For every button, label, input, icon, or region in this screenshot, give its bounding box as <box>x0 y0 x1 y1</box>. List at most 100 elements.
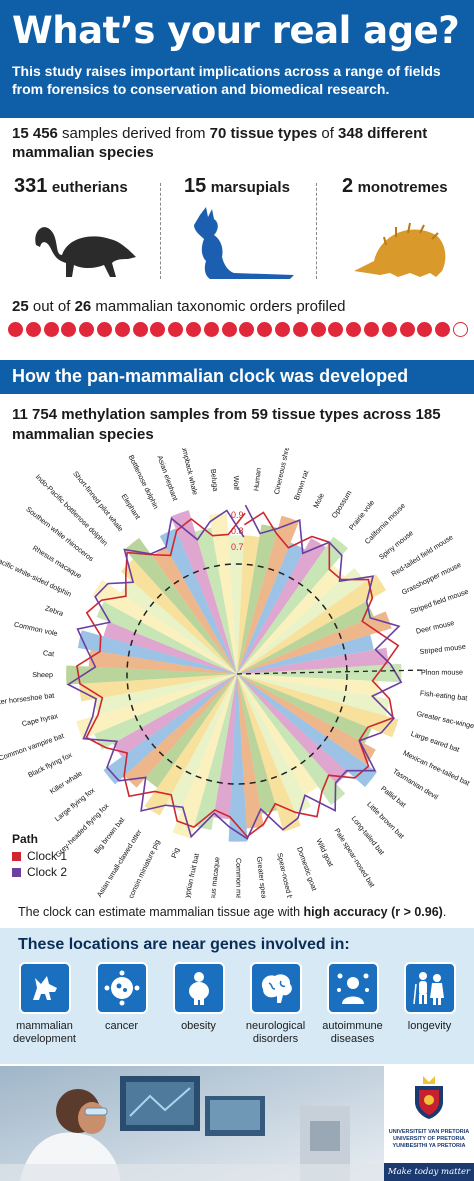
order-dot-profiled <box>43 322 59 337</box>
order-dot-profiled <box>346 322 362 337</box>
species-wedge <box>237 574 387 674</box>
species-wedge <box>209 513 237 674</box>
gene-involvement-panel: These locations are near genes involved … <box>0 928 474 1064</box>
species-wedge <box>237 634 374 674</box>
order-dot-profiled <box>96 322 112 337</box>
accuracy-value: high accuracy (r > 0.96) <box>303 905 443 919</box>
order-dot-profiled <box>239 322 255 337</box>
species-label: Greater sac-winged bat <box>416 709 474 734</box>
species-label: Striped mouse <box>419 642 466 656</box>
orders-summary: 25 out of 26 mammalian taxonomic orders … <box>12 298 346 315</box>
group-count: 15 <box>184 175 207 197</box>
order-dot-profiled <box>25 322 41 337</box>
order-dot-profiled <box>8 322 23 337</box>
order-dot-profiled <box>257 322 273 337</box>
hero-banner: What’s your real age? This study raises … <box>0 0 474 118</box>
species-label: Beluga <box>209 468 221 491</box>
page-subtitle: This study raises important implications… <box>12 63 441 97</box>
university-name-line: UNIVERSITEIT VAN PRETORIA <box>388 1129 470 1135</box>
gene-label: cancer <box>104 1020 139 1032</box>
orders-total: 26 <box>74 298 92 315</box>
species-label: Opossum <box>330 489 354 520</box>
species-label: Wild goat <box>314 837 335 868</box>
gene-item: obesity <box>160 962 237 1046</box>
species-label: Domestic goat <box>295 846 319 892</box>
species-wedge <box>237 538 326 674</box>
species-wedge <box>237 674 372 744</box>
university-name-line: YUNIBESITHI YA PRETORIA <box>392 1143 466 1149</box>
species-label: Cape hyrax <box>21 711 59 728</box>
ring-label: 0.9 <box>231 510 244 520</box>
species-wedge <box>237 674 377 788</box>
species-label: Cinereous shrew <box>272 448 293 495</box>
section-banner: How the pan-mammalian clock was develope… <box>0 360 474 394</box>
orders-text-1: out of <box>28 298 75 315</box>
gene-label: obesity <box>181 1020 216 1032</box>
order-dot-profiled <box>114 322 130 337</box>
species-wedge <box>237 674 312 814</box>
species-wedge <box>93 674 237 716</box>
species-label: Sheep <box>32 670 53 679</box>
tissue-count: 70 tissue types <box>209 125 318 142</box>
species-wedge <box>237 536 348 674</box>
species-wedge <box>237 674 399 738</box>
clock1-path <box>76 511 400 838</box>
order-dot-profiled <box>203 322 219 337</box>
order-dot-profiled <box>221 322 237 337</box>
species-label: Elephant <box>120 492 143 521</box>
species-label: Wolf <box>232 476 241 490</box>
group-label: eutherians <box>51 179 128 196</box>
species-label: Asian elephant <box>156 454 180 502</box>
methylation-summary: 11 754 methylation samples from 59 tissu… <box>12 406 441 443</box>
species-wedge <box>237 601 374 674</box>
species-wedge <box>237 663 402 683</box>
species-label: Zebra <box>44 603 65 618</box>
species-wedge <box>237 524 279 674</box>
species-label: Humpback whale <box>179 448 200 496</box>
species-label: Spear-nosed bat <box>275 852 296 898</box>
echidna-icon <box>354 222 446 277</box>
clock1-swatch <box>12 851 21 861</box>
group-divider <box>160 183 161 279</box>
species-wedge <box>237 515 300 674</box>
crest-icon <box>415 1076 443 1119</box>
page-title: What’s your real age? <box>12 9 460 52</box>
gene-label: autoimmune diseases <box>322 1020 383 1045</box>
order-dot-profiled <box>417 322 433 337</box>
order-dot-profiled <box>61 322 77 337</box>
species-label: Southern white rhinoceros <box>24 504 95 563</box>
species-wedge <box>170 510 237 674</box>
order-dot-profiled <box>132 322 148 337</box>
samples-text-2: of <box>317 125 339 142</box>
species-label: Greater horseshoe bat <box>0 691 55 708</box>
species-label: Greater spear-nosed bat <box>255 856 273 898</box>
university-logo: UNIVERSITEIT VAN PRETORIA UNIVERSITY OF P… <box>384 1066 474 1181</box>
species-wedge <box>237 567 366 674</box>
elderly-couple-icon <box>403 962 456 1014</box>
gene-item: mammalian development <box>6 962 83 1046</box>
species-wedge <box>159 528 237 674</box>
species-label: Pig <box>169 846 181 859</box>
species-wedge <box>237 674 390 716</box>
species-wedge <box>120 559 237 674</box>
species-wedge <box>237 674 379 697</box>
species-label: Prairie vole <box>347 498 376 532</box>
order-dot-profiled <box>381 322 397 337</box>
species-wedge <box>195 527 237 674</box>
species-label: Human <box>251 467 262 491</box>
species-label: Large eared bat <box>410 729 461 754</box>
species-wedge <box>92 579 237 674</box>
clock1-label: Clock 1 <box>27 849 68 863</box>
group-count: 2 <box>342 175 354 197</box>
clock2-label: Clock 2 <box>27 865 68 879</box>
university-name: UNIVERSITEIT VAN PRETORIA UNIVERSITY OF P… <box>384 1129 474 1150</box>
orders-profiled: 25 <box>12 298 29 315</box>
samples-count: 15 456 <box>12 125 58 142</box>
group-monotremes: 2 monotremes <box>342 175 474 285</box>
person-icon <box>172 962 225 1014</box>
path-legend: Path Clock 1 Clock 2 <box>12 832 67 881</box>
species-wedge <box>144 674 237 816</box>
samples-summary: 15 456 samples derived from 70 tissue ty… <box>12 124 462 162</box>
species-wedge <box>113 674 237 757</box>
brain-icon <box>249 962 302 1014</box>
